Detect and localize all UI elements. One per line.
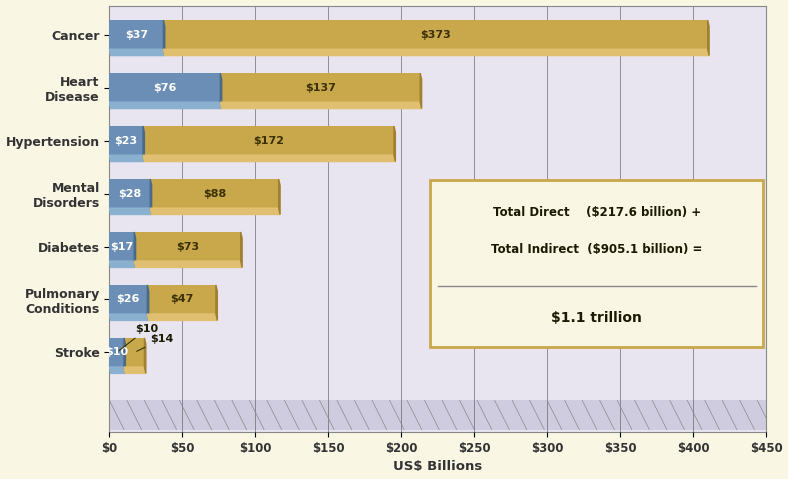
Text: $76: $76 [153,83,177,92]
Bar [110,20,163,49]
Polygon shape [110,314,149,320]
Legend: Direct Costs, Indirect Impacts: Direct Costs, Indirect Impacts [618,276,753,324]
Text: $10: $10 [105,347,128,357]
X-axis label: US$ Billions: US$ Billions [393,460,482,473]
Bar [147,285,216,314]
Polygon shape [110,102,221,109]
Polygon shape [124,338,125,373]
Text: $23: $23 [114,136,138,146]
Polygon shape [279,179,280,215]
Text: $37: $37 [125,30,148,40]
Polygon shape [144,338,146,373]
Polygon shape [134,261,242,267]
Bar [124,338,144,367]
Polygon shape [147,314,217,320]
Bar [110,400,766,430]
Bar [110,126,143,155]
Polygon shape [110,367,125,373]
Bar [163,20,708,49]
Polygon shape [143,155,396,161]
Text: $26: $26 [117,295,140,305]
Polygon shape [124,367,146,373]
Polygon shape [163,20,165,56]
Polygon shape [241,232,242,267]
FancyBboxPatch shape [430,180,763,347]
Polygon shape [151,208,280,215]
Bar [110,232,134,261]
Bar [110,73,221,102]
Bar [110,179,151,208]
Polygon shape [110,261,136,267]
Text: $73: $73 [176,241,199,251]
Polygon shape [163,49,709,56]
Text: $10: $10 [119,324,159,351]
Text: $47: $47 [170,295,193,305]
Polygon shape [110,49,165,56]
Polygon shape [143,126,144,161]
Polygon shape [110,208,151,215]
Polygon shape [708,20,709,56]
Polygon shape [110,155,144,161]
Polygon shape [216,285,217,320]
Bar [110,338,124,367]
Text: $14: $14 [136,334,173,351]
Bar [151,179,279,208]
Bar [110,285,147,314]
Bar [143,126,394,155]
Polygon shape [394,126,396,161]
Bar [134,232,241,261]
Text: $88: $88 [203,189,226,199]
Polygon shape [420,73,422,109]
Text: $28: $28 [118,189,142,199]
Text: $1.1 trillion: $1.1 trillion [552,311,642,325]
Polygon shape [147,285,149,320]
Text: $17: $17 [110,241,133,251]
Text: $137: $137 [305,83,336,92]
Text: Total Direct    ($217.6 billion) +: Total Direct ($217.6 billion) + [492,205,701,218]
Polygon shape [134,232,136,267]
Text: Total Indirect  ($905.1 billion) =: Total Indirect ($905.1 billion) = [491,243,702,256]
Polygon shape [221,102,422,109]
Text: $172: $172 [253,136,284,146]
Text: $373: $373 [420,30,451,40]
Bar [221,73,420,102]
